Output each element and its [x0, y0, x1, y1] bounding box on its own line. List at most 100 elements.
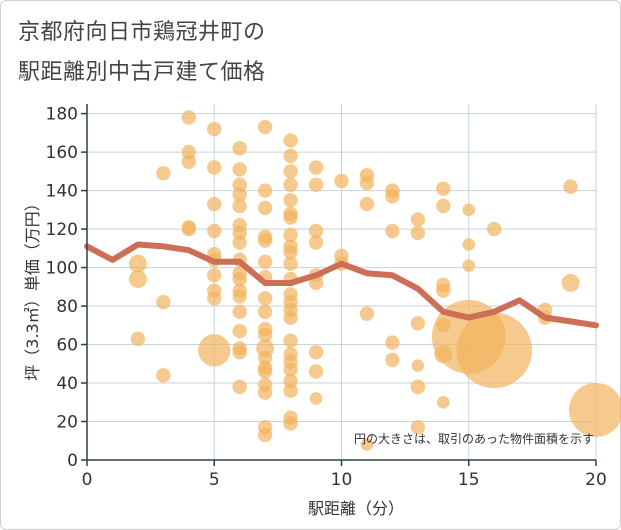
- bubble-47: [257, 304, 273, 320]
- bubble-55: [257, 385, 273, 400]
- y-tick-label-1: 20: [56, 413, 78, 433]
- bubble-20: [198, 334, 231, 367]
- bubble-125: [563, 179, 578, 194]
- bubble-57: [257, 427, 273, 443]
- bubble-127: [569, 382, 621, 437]
- bubble-8: [181, 154, 196, 169]
- x-tick-label-0: 0: [82, 470, 93, 490]
- bubble-103: [385, 352, 400, 368]
- bubble-series: [128, 110, 621, 451]
- bubble-size-note: 円の大きさは、取引のあった物件面積を示す: [354, 431, 594, 446]
- bubble-62: [283, 193, 298, 208]
- bubble-106: [410, 316, 426, 331]
- y-tick-label-5: 100: [46, 259, 78, 279]
- bubble-61: [283, 177, 298, 193]
- bubble-28: [232, 235, 247, 250]
- bubble-97: [359, 306, 375, 321]
- y-tick-label-9: 180: [46, 105, 78, 125]
- bubble-98: [360, 438, 374, 451]
- chart-title-line1: 京都府向日市鶏冠井町の: [18, 20, 266, 45]
- bubble-96: [359, 196, 375, 212]
- bubble-21: [232, 141, 247, 156]
- y-tick-label-0: 0: [67, 451, 78, 471]
- bubble-73: [283, 310, 298, 325]
- bubble-84: [308, 223, 324, 239]
- bubble-46: [257, 291, 273, 306]
- bubble-101: [385, 223, 400, 239]
- grid-lines: [87, 104, 597, 460]
- bubble-17: [207, 268, 222, 283]
- bubble-88: [308, 345, 324, 360]
- axes: [81, 104, 597, 466]
- tick-labels: 0 20 40 60 80 100 120 140 160 180 0 5 10 15 20: [46, 105, 607, 490]
- x-axis-label: 駅距離（分）: [308, 499, 404, 518]
- bubble-34: [232, 304, 247, 320]
- bubble-14: [207, 223, 222, 239]
- x-tick-label-1: 5: [209, 470, 220, 490]
- bubble-110: [436, 181, 451, 196]
- bubble-43: [257, 233, 273, 248]
- bubble-19: [207, 291, 222, 306]
- x-tick-label-3: 15: [458, 470, 480, 490]
- bubble-24: [232, 187, 247, 202]
- bubble-22: [232, 162, 247, 177]
- bubble-79: [283, 383, 298, 398]
- bubble-95: [359, 175, 375, 191]
- bubble-91: [334, 173, 349, 189]
- bubble-111: [436, 198, 451, 214]
- x-tick-label-4: 20: [585, 470, 607, 490]
- bubble-38: [232, 379, 247, 395]
- chart-title-line2: 駅距離別中古戸建て価格: [18, 60, 266, 85]
- y-tick-label-3: 60: [56, 336, 78, 356]
- bubble-108: [410, 379, 426, 395]
- y-axis-label: 坪（3.3㎡）単価（万円）: [23, 195, 42, 380]
- bubble-65: [283, 227, 298, 243]
- bubble-81: [283, 416, 298, 431]
- bubble-100: [385, 189, 400, 204]
- bubble-68: [283, 256, 298, 271]
- y-tick-label-6: 120: [46, 220, 78, 240]
- bubble-12: [207, 160, 222, 175]
- bubble-83: [308, 177, 324, 193]
- bubble-4: [156, 295, 171, 310]
- bubble-89: [308, 364, 324, 379]
- bubble-59: [283, 148, 298, 164]
- bubble-44: [257, 254, 273, 269]
- bubble-117: [462, 203, 476, 217]
- bubble-121: [487, 221, 502, 237]
- trend-line: [84, 241, 599, 329]
- bubble-126: [561, 273, 580, 292]
- bubble-58: [283, 133, 298, 148]
- bubble-11: [207, 121, 222, 137]
- bubble-67: [283, 244, 298, 260]
- bubble-107: [411, 359, 425, 373]
- y-tick-label-8: 160: [46, 143, 78, 163]
- bubble-6: [181, 110, 196, 125]
- bubble-40: [257, 183, 273, 198]
- bubble-82: [308, 160, 324, 175]
- bubble-31: [232, 271, 247, 287]
- bubble-37: [232, 345, 247, 360]
- bubble-77: [283, 362, 298, 377]
- bubble-2: [130, 331, 146, 346]
- bubble-118: [462, 238, 476, 251]
- bubble-1: [128, 270, 147, 289]
- bubble-104: [410, 212, 426, 227]
- bubble-3: [156, 166, 171, 181]
- bubble-74: [283, 333, 298, 348]
- bubble-5: [156, 368, 171, 383]
- y-tick-label-4: 80: [56, 297, 78, 317]
- bubble-102: [385, 335, 400, 350]
- bubble-33: [232, 289, 247, 304]
- bubble-64: [283, 210, 298, 225]
- y-tick-label-2: 40: [56, 374, 78, 394]
- bubble-39: [257, 119, 273, 135]
- bubble-85: [308, 235, 324, 250]
- bubble-90: [309, 392, 323, 405]
- bubble-116: [437, 395, 450, 409]
- bubble-60: [283, 164, 298, 179]
- bubble-35: [232, 323, 247, 339]
- x-tick-label-2: 10: [331, 470, 353, 490]
- bubble-0: [128, 254, 147, 273]
